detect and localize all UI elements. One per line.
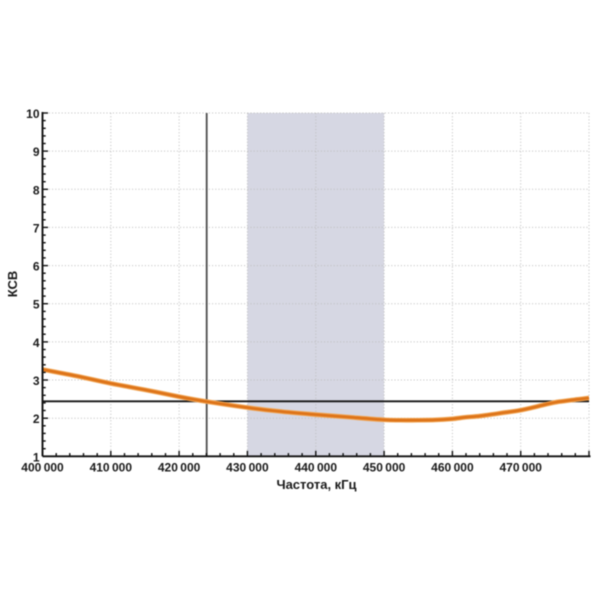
svg-text:9: 9 xyxy=(33,145,40,159)
svg-text:7: 7 xyxy=(33,221,40,235)
svg-text:410 000: 410 000 xyxy=(90,461,133,475)
svg-text:440 000: 440 000 xyxy=(295,461,338,475)
svg-text:5: 5 xyxy=(33,298,40,312)
svg-text:400 000: 400 000 xyxy=(21,461,64,475)
svg-text:8: 8 xyxy=(33,183,40,197)
svg-text:450 000: 450 000 xyxy=(363,461,406,475)
svg-text:470 000: 470 000 xyxy=(499,461,542,475)
svg-text:1: 1 xyxy=(33,450,40,464)
svg-text:4: 4 xyxy=(33,336,40,350)
svg-text:10: 10 xyxy=(26,107,40,121)
svg-text:3: 3 xyxy=(33,374,40,388)
svg-text:Частота, кГц: Частота, кГц xyxy=(276,477,356,492)
svg-text:КСВ: КСВ xyxy=(5,271,20,298)
svg-text:6: 6 xyxy=(33,260,40,274)
svg-text:420 000: 420 000 xyxy=(158,461,201,475)
svg-text:460 000: 460 000 xyxy=(431,461,474,475)
svg-text:2: 2 xyxy=(33,412,40,426)
svg-text:430 000: 430 000 xyxy=(226,461,269,475)
